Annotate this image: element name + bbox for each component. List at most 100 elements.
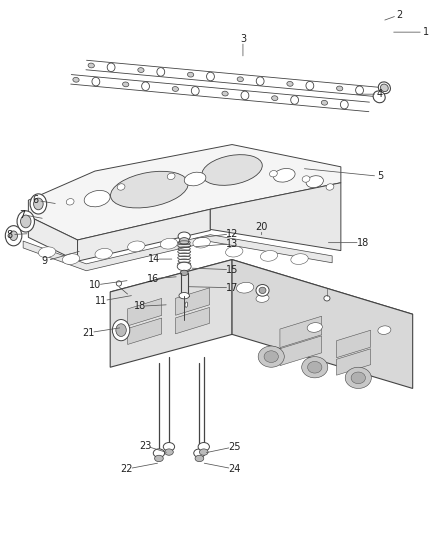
Text: 18: 18 <box>357 238 369 248</box>
Ellipse shape <box>307 322 322 332</box>
Text: 17: 17 <box>226 282 238 293</box>
Ellipse shape <box>202 155 262 185</box>
Polygon shape <box>28 144 341 240</box>
Ellipse shape <box>345 367 371 389</box>
Ellipse shape <box>187 72 194 77</box>
Polygon shape <box>232 260 413 389</box>
Text: 15: 15 <box>226 265 238 274</box>
Ellipse shape <box>198 442 209 451</box>
Ellipse shape <box>184 172 206 186</box>
Text: 9: 9 <box>42 256 48 266</box>
Ellipse shape <box>17 211 35 232</box>
Ellipse shape <box>199 449 208 455</box>
Ellipse shape <box>88 63 94 68</box>
Polygon shape <box>280 316 321 348</box>
Ellipse shape <box>207 72 214 81</box>
Ellipse shape <box>306 82 314 90</box>
Polygon shape <box>110 260 232 367</box>
Polygon shape <box>28 216 78 261</box>
Text: 10: 10 <box>89 280 101 290</box>
Ellipse shape <box>160 238 178 249</box>
Ellipse shape <box>163 442 175 451</box>
Ellipse shape <box>237 282 254 293</box>
Ellipse shape <box>222 91 228 96</box>
Ellipse shape <box>185 302 188 308</box>
Ellipse shape <box>95 248 112 259</box>
Ellipse shape <box>273 168 295 182</box>
Polygon shape <box>336 349 371 375</box>
Ellipse shape <box>116 324 126 336</box>
Polygon shape <box>127 298 162 326</box>
Text: 22: 22 <box>120 464 133 474</box>
Ellipse shape <box>306 176 323 188</box>
Polygon shape <box>127 318 162 344</box>
Ellipse shape <box>195 455 204 462</box>
Ellipse shape <box>291 96 299 104</box>
Ellipse shape <box>157 68 165 76</box>
Polygon shape <box>176 288 209 316</box>
Ellipse shape <box>324 296 330 301</box>
Text: 1: 1 <box>423 27 429 37</box>
Text: 16: 16 <box>147 273 159 284</box>
Ellipse shape <box>177 262 191 271</box>
Ellipse shape <box>117 184 125 190</box>
Polygon shape <box>78 209 210 261</box>
Polygon shape <box>336 330 371 358</box>
Ellipse shape <box>326 184 334 190</box>
Text: 3: 3 <box>240 34 246 44</box>
Polygon shape <box>176 308 209 334</box>
Text: 4: 4 <box>377 89 383 99</box>
Ellipse shape <box>39 247 56 257</box>
Text: 25: 25 <box>228 442 240 452</box>
Polygon shape <box>280 336 321 366</box>
Ellipse shape <box>237 77 244 82</box>
Text: 18: 18 <box>134 301 146 311</box>
Ellipse shape <box>138 68 144 72</box>
Text: 24: 24 <box>228 464 240 474</box>
Ellipse shape <box>302 357 328 378</box>
Ellipse shape <box>172 86 179 91</box>
Ellipse shape <box>256 294 269 302</box>
Ellipse shape <box>193 237 210 248</box>
Ellipse shape <box>92 77 100 86</box>
Text: 14: 14 <box>148 254 160 264</box>
Ellipse shape <box>113 319 130 341</box>
Ellipse shape <box>191 86 199 95</box>
Ellipse shape <box>302 176 310 182</box>
Ellipse shape <box>167 173 175 180</box>
Text: 12: 12 <box>226 229 238 239</box>
Ellipse shape <box>10 231 18 240</box>
Ellipse shape <box>256 285 269 296</box>
Text: 8: 8 <box>6 230 12 240</box>
Ellipse shape <box>291 254 308 264</box>
Polygon shape <box>110 260 413 346</box>
Text: 7: 7 <box>19 209 25 220</box>
Ellipse shape <box>116 281 121 286</box>
Ellipse shape <box>178 232 190 240</box>
Ellipse shape <box>127 241 145 252</box>
Ellipse shape <box>259 287 266 294</box>
Ellipse shape <box>269 171 277 177</box>
Ellipse shape <box>340 100 348 109</box>
Ellipse shape <box>378 82 390 94</box>
Ellipse shape <box>264 351 279 362</box>
Ellipse shape <box>258 346 284 367</box>
Ellipse shape <box>34 198 43 210</box>
Ellipse shape <box>373 91 385 103</box>
Ellipse shape <box>21 215 31 228</box>
Text: 13: 13 <box>226 239 238 249</box>
Text: 20: 20 <box>255 222 268 232</box>
Ellipse shape <box>107 63 115 71</box>
Ellipse shape <box>307 361 322 373</box>
Polygon shape <box>23 235 332 271</box>
Ellipse shape <box>165 449 173 455</box>
Ellipse shape <box>351 372 365 384</box>
Polygon shape <box>210 183 341 251</box>
Text: 6: 6 <box>32 195 39 205</box>
Text: 5: 5 <box>377 172 383 181</box>
Ellipse shape <box>378 326 391 334</box>
Ellipse shape <box>287 82 293 86</box>
Text: 21: 21 <box>82 328 95 338</box>
Ellipse shape <box>62 254 80 264</box>
Ellipse shape <box>180 270 188 276</box>
